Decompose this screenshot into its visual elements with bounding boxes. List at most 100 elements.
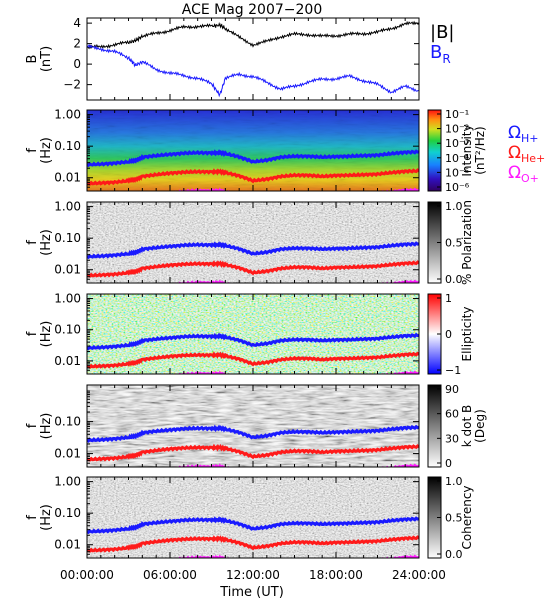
- legend-omega-he: ΩHe+: [508, 143, 545, 165]
- legend-gyrofrequencies: ΩH+ ΩHe+ ΩO+: [508, 123, 545, 185]
- colorbar-label: k dot B: [460, 405, 474, 447]
- x-tick-label: 18:00:00: [309, 568, 363, 582]
- y-tick-label: 1.00: [54, 108, 81, 122]
- colorbar-tick-label: 90: [445, 383, 459, 396]
- y-axis-unit: (nT): [39, 46, 54, 72]
- y-axis-label: f: [25, 240, 40, 245]
- series-b-radial: [86, 43, 420, 98]
- legend-omega-o: ΩO+: [508, 163, 539, 185]
- omega-he-line: [87, 535, 419, 553]
- legend-b-magnitude: |B|: [430, 22, 454, 43]
- y-axis-unit: (Hz): [39, 137, 54, 164]
- panel-kdotb: 0.10 0.01 90 60 30 0 k dot B (Deg) f (Hz): [25, 383, 487, 470]
- colorbar-tick-label: 1.0: [445, 475, 463, 488]
- y-axis-label: B: [25, 55, 40, 64]
- colorbar-label: Coherency: [460, 485, 474, 549]
- colorbar-tick-label: 10⁻²: [445, 123, 469, 136]
- panel-frame: [86, 17, 420, 101]
- x-tick-label: 12:00:00: [226, 568, 280, 582]
- y-tick-label: 1.00: [54, 200, 81, 214]
- colorbar-tick-label: 60: [445, 408, 459, 421]
- colorbar-tick-label: 1.0: [445, 200, 463, 213]
- x-tick-label: 24:00:00: [392, 568, 446, 582]
- y-tick-label: 0.01: [54, 354, 81, 368]
- y-tick-label: 4: [73, 16, 81, 30]
- colorbar-tick-label: 10⁻⁵: [445, 166, 469, 179]
- colorbar-tick-label: 30: [445, 432, 459, 445]
- omega-h-line: [87, 241, 419, 260]
- colorbar-tick-label: 10⁻¹: [445, 108, 469, 121]
- omega-he-line: [87, 168, 419, 186]
- omega-h-line: [87, 149, 419, 168]
- colorbar-scale: [427, 384, 442, 468]
- colorbar-label: Ellipticity: [460, 307, 474, 362]
- legend-top: |B| BR: [430, 22, 454, 66]
- y-tick-label: 0.01: [54, 263, 81, 277]
- y-tick-label: 0.01: [54, 538, 81, 552]
- colorbar-tick-label: 0.0: [445, 273, 463, 286]
- x-tick-label: 00:00:00: [60, 568, 114, 582]
- colorbar-kdotb: 90 60 30 0 k dot B (Deg): [427, 383, 487, 470]
- colorbar-ellipticity: 1 0 −1 Ellipticity: [427, 292, 474, 377]
- panel-field: 4 2 0 −2 B (nT): [25, 16, 420, 101]
- colorbar-tick-label: 0: [445, 457, 452, 470]
- y-tick-label: 1.00: [54, 475, 81, 489]
- panel-intensity: 1.00 0.10 0.01 10⁻¹ 10⁻²10⁻³ 10⁻⁴10⁻⁵ 10⁻⁶ Inte…: [25, 108, 487, 194]
- colorbar-tick-label: 1: [445, 292, 452, 305]
- y-tick-label: 0.01: [54, 171, 81, 185]
- y-axis-label: f: [25, 331, 40, 336]
- legend-b-radial: BR: [430, 42, 451, 66]
- series-b-magnitude: [86, 20, 420, 50]
- y-axis-label: f: [25, 423, 40, 428]
- colorbar-tick-label: 10⁻⁴: [445, 152, 470, 165]
- y-axis-label: f: [25, 148, 40, 153]
- colorbar-label-unit: (Deg): [473, 409, 487, 443]
- colorbar-tick-label: 10⁻³: [445, 137, 469, 150]
- panel-polarization: 1.00 0.10 0.01 1.0 0.5 0.0% Polarization f (Hz): [25, 200, 474, 286]
- y-tick-label: 2: [73, 37, 81, 51]
- y-tick-label: 0.10: [54, 139, 81, 153]
- colorbar-tick-label: 0.5: [445, 512, 463, 525]
- colorbar-tick-label: 0: [445, 328, 452, 341]
- heatmap-image: [87, 385, 419, 467]
- colorbar-label-unit: (nT²/Hz): [473, 126, 487, 174]
- colorbar-tick-label: −1: [445, 364, 461, 377]
- legend-omega-h: ΩH+: [508, 123, 539, 145]
- y-tick-label: 0.10: [54, 323, 81, 337]
- omega-h-line: [87, 424, 419, 443]
- colorbar-tick-label: 0.0: [445, 548, 463, 561]
- omega-h-line: [87, 332, 419, 351]
- x-axis-label: Time (UT): [219, 585, 284, 600]
- y-axis-unit: (Hz): [39, 229, 54, 256]
- y-axis-unit: (Hz): [39, 504, 54, 531]
- panel-ellipticity: 1.00 0.10 0.01 1 0 −1 Ellipticity f (Hz): [25, 292, 474, 377]
- y-tick-label: 1.00: [54, 292, 81, 306]
- heatmap-image: [87, 110, 419, 191]
- y-axis-unit: (Hz): [39, 321, 54, 348]
- colorbar-intensity: 10⁻¹ 10⁻²10⁻³ 10⁻⁴10⁻⁵ 10⁻⁶ Intensity (nT²/Hz…: [427, 108, 487, 194]
- omega-he-line: [87, 260, 419, 278]
- y-axis-unit: (Hz): [39, 413, 54, 440]
- y-tick-label: 0.01: [54, 447, 81, 461]
- panels: 420−2B (nT)1.000.100.0110⁻¹10⁻²10⁻³10⁻⁴10…: [25, 16, 487, 582]
- heatmap-image: [87, 294, 419, 374]
- y-tick-label: 0.10: [54, 506, 81, 520]
- heatmap-image: [87, 477, 419, 558]
- y-tick-label: 0: [73, 57, 81, 71]
- y-tick-label: −2: [63, 78, 81, 92]
- figure-title: ACE Mag 2007−200: [182, 2, 322, 18]
- omega-he-line: [87, 351, 419, 369]
- omega-he-line: [87, 443, 419, 462]
- colorbar-tick-label: 10⁻⁶: [445, 181, 470, 194]
- omega-h-line: [87, 516, 419, 535]
- colorbar-polarization: 1.0 0.5 0.0% Polarization: [427, 200, 474, 286]
- heatmap-image: [87, 202, 419, 283]
- x-tick-label: 06:00:00: [143, 568, 197, 582]
- y-axis-label: f: [25, 515, 40, 520]
- colorbar-tick-label: 0.5: [445, 237, 463, 250]
- y-tick-label: 0.10: [54, 231, 81, 245]
- colorbar-label: % Polarization: [460, 200, 474, 285]
